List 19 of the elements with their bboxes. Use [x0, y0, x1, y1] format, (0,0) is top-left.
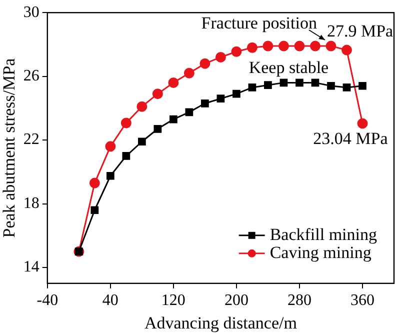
y-tick-label: 30: [23, 4, 40, 21]
y-tick-label: 26: [23, 68, 40, 85]
y-tick-label: 22: [23, 131, 40, 148]
legend-label: Backfill mining: [270, 224, 378, 244]
annotation: Keep stable: [248, 58, 329, 78]
x-tick-label: 200: [224, 292, 248, 310]
annotation: Fracture position: [201, 14, 318, 33]
y-tick-label: 18: [23, 194, 40, 212]
x-tick-label: 280: [287, 292, 312, 310]
legend-label: Caving mining: [270, 242, 372, 262]
y-axis-title: Peak abutment stress/MPa: [0, 58, 19, 238]
x-tick-label: 360: [350, 292, 374, 310]
x-tick-label: 40: [102, 292, 118, 310]
x-axis-title: Advancing distance/m: [144, 313, 297, 332]
y-tick-label: 14: [23, 258, 40, 276]
annotation: 27.9 MPa: [326, 22, 394, 41]
x-tick-label: -40: [36, 292, 58, 310]
x-tick-label: 120: [161, 292, 186, 310]
annotation: 23.04 MPa: [313, 128, 388, 148]
